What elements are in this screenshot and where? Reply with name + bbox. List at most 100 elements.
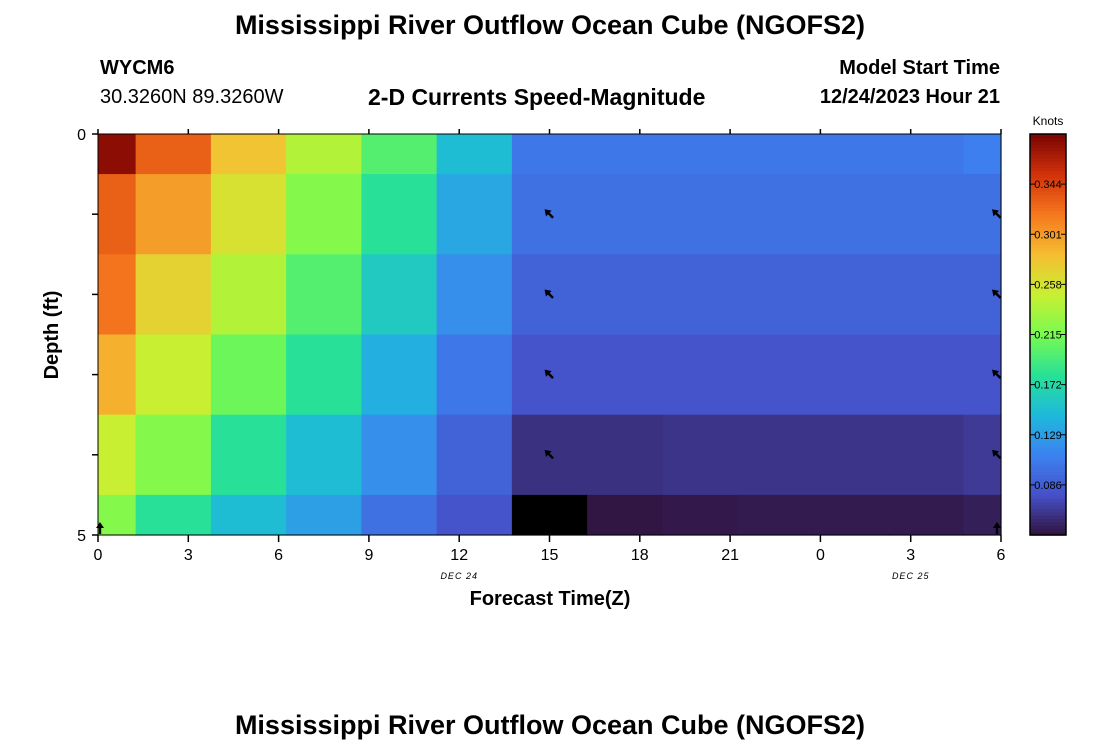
colorbar-segment [1030, 474, 1066, 479]
colorbar-segment [1030, 307, 1066, 312]
colorbar-segment [1030, 347, 1066, 352]
colorbar-segment [1030, 421, 1066, 426]
y-axis: 05 [77, 127, 98, 545]
colorbar-segment [1030, 254, 1066, 259]
x-tick-label: 6 [274, 547, 283, 564]
heatmap-cell [210, 254, 287, 336]
heatmap-cell [812, 334, 889, 416]
colorbar-segment [1030, 297, 1066, 302]
colorbar-segment [1030, 291, 1066, 295]
colorbar-segment [1030, 164, 1066, 169]
colorbar-segment [1030, 448, 1066, 453]
colorbar-label: Knots [1033, 114, 1064, 128]
heatmap-cell [436, 174, 513, 255]
direction-arrow [544, 209, 554, 219]
colorbar-segment [1030, 351, 1066, 356]
colorbar-segment [1030, 154, 1066, 158]
colorbar-tick-label: 0.344 [1034, 179, 1062, 191]
colorbar-segment [1030, 404, 1066, 409]
colorbar-segment [1030, 224, 1066, 229]
colorbar-segment [1030, 464, 1066, 469]
model-start-label: Model Start Time [839, 57, 1000, 79]
colorbar-segment [1030, 200, 1066, 205]
colorbar-segment [1030, 160, 1066, 165]
heatmap-cell [135, 494, 212, 536]
colorbar-segment [1030, 271, 1066, 275]
colorbar-segment [1030, 134, 1066, 138]
colorbar-segment [1030, 197, 1066, 202]
colorbar-segment [1030, 367, 1066, 372]
colorbar-tick-label: 0.258 [1034, 279, 1062, 291]
colorbar-segment [1030, 401, 1066, 406]
colorbar-segment [1030, 177, 1066, 182]
station-id: WYCM6 [100, 57, 175, 79]
colorbar-segment [1030, 284, 1066, 289]
colorbar-segment [1030, 184, 1066, 189]
x-tick-label: 12 [450, 547, 468, 564]
colorbar-segment [1030, 170, 1066, 175]
heatmap-cell [98, 174, 137, 255]
colorbar-segment [1030, 301, 1066, 306]
heatmap-cell [888, 254, 964, 336]
colorbar-segment [1030, 237, 1066, 242]
heatmap-cell [210, 334, 287, 416]
heatmap-cell [286, 414, 362, 496]
heatmap-cell [587, 494, 663, 536]
colorbar-segment [1030, 327, 1066, 332]
colorbar-segment [1030, 354, 1066, 359]
colorbar-tick-label: 0.086 [1034, 480, 1062, 492]
heatmap-cell [361, 134, 438, 175]
colorbar-segment [1030, 471, 1066, 476]
x-date-label: DEC 24 [440, 571, 478, 581]
colorbar-segment [1030, 521, 1066, 526]
x-axis: 0 3 6 9 12 15 18 21 0 3 6 DEC 24 DEC 25 [94, 129, 1006, 581]
model-start-value: 12/24/2023 Hour 21 [819, 86, 1000, 108]
x-tick-label: 9 [364, 547, 373, 564]
direction-arrow [993, 522, 1001, 534]
colorbar-segment [1030, 357, 1066, 362]
direction-markers [96, 209, 1002, 534]
colorbar-segment [1030, 454, 1066, 459]
colorbar-segment [1030, 491, 1066, 496]
colorbar-segment [1030, 394, 1066, 399]
heatmap-cell [286, 174, 362, 255]
colorbar-segment [1030, 281, 1066, 285]
heatmap-cell [587, 254, 663, 336]
colorbar-segment [1030, 267, 1066, 272]
colorbar-segment [1030, 461, 1066, 466]
colorbar-segment [1030, 274, 1066, 279]
heatmap-cell [98, 254, 137, 336]
x-tick-label: 3 [184, 547, 193, 564]
heatmap-cell [286, 494, 362, 536]
heatmap-cell [963, 134, 1002, 175]
colorbar-segment [1030, 391, 1066, 396]
x-tick-label: 3 [906, 547, 915, 564]
heatmap-cell [812, 134, 889, 175]
heatmap-cell [98, 334, 137, 416]
colorbar-segment [1030, 204, 1066, 209]
heatmap-cell [888, 334, 964, 416]
colorbar-segment [1030, 137, 1066, 142]
heatmap-cell [135, 414, 212, 496]
colorbar-segment [1030, 240, 1066, 245]
colorbar-segment [1030, 524, 1066, 529]
heatmap-cell [210, 134, 287, 175]
colorbar-segment [1030, 508, 1066, 513]
heatmap-cell [436, 494, 513, 536]
colorbar-segment [1030, 167, 1066, 172]
chart-subtitle: 2-D Currents Speed-Magnitude [368, 84, 706, 110]
colorbar: 0.344 0.301 0.258 0.215 0.172 0.129 0.086 [1029, 133, 1067, 536]
colorbar-tick-label: 0.172 [1034, 380, 1062, 392]
colorbar-segment [1030, 371, 1066, 376]
station-coordinates: 30.3260N 89.3260W [100, 86, 284, 108]
colorbar-segment [1030, 187, 1066, 192]
heatmap-cell [511, 494, 588, 536]
colorbar-segment [1030, 207, 1066, 212]
heatmap-cell [361, 174, 438, 255]
colorbar-tick-label: 0.301 [1034, 229, 1062, 241]
colorbar-segment [1030, 428, 1066, 433]
colorbar-segment [1030, 194, 1066, 199]
direction-arrow [544, 289, 554, 299]
colorbar-tick-label: 0.129 [1034, 430, 1062, 442]
